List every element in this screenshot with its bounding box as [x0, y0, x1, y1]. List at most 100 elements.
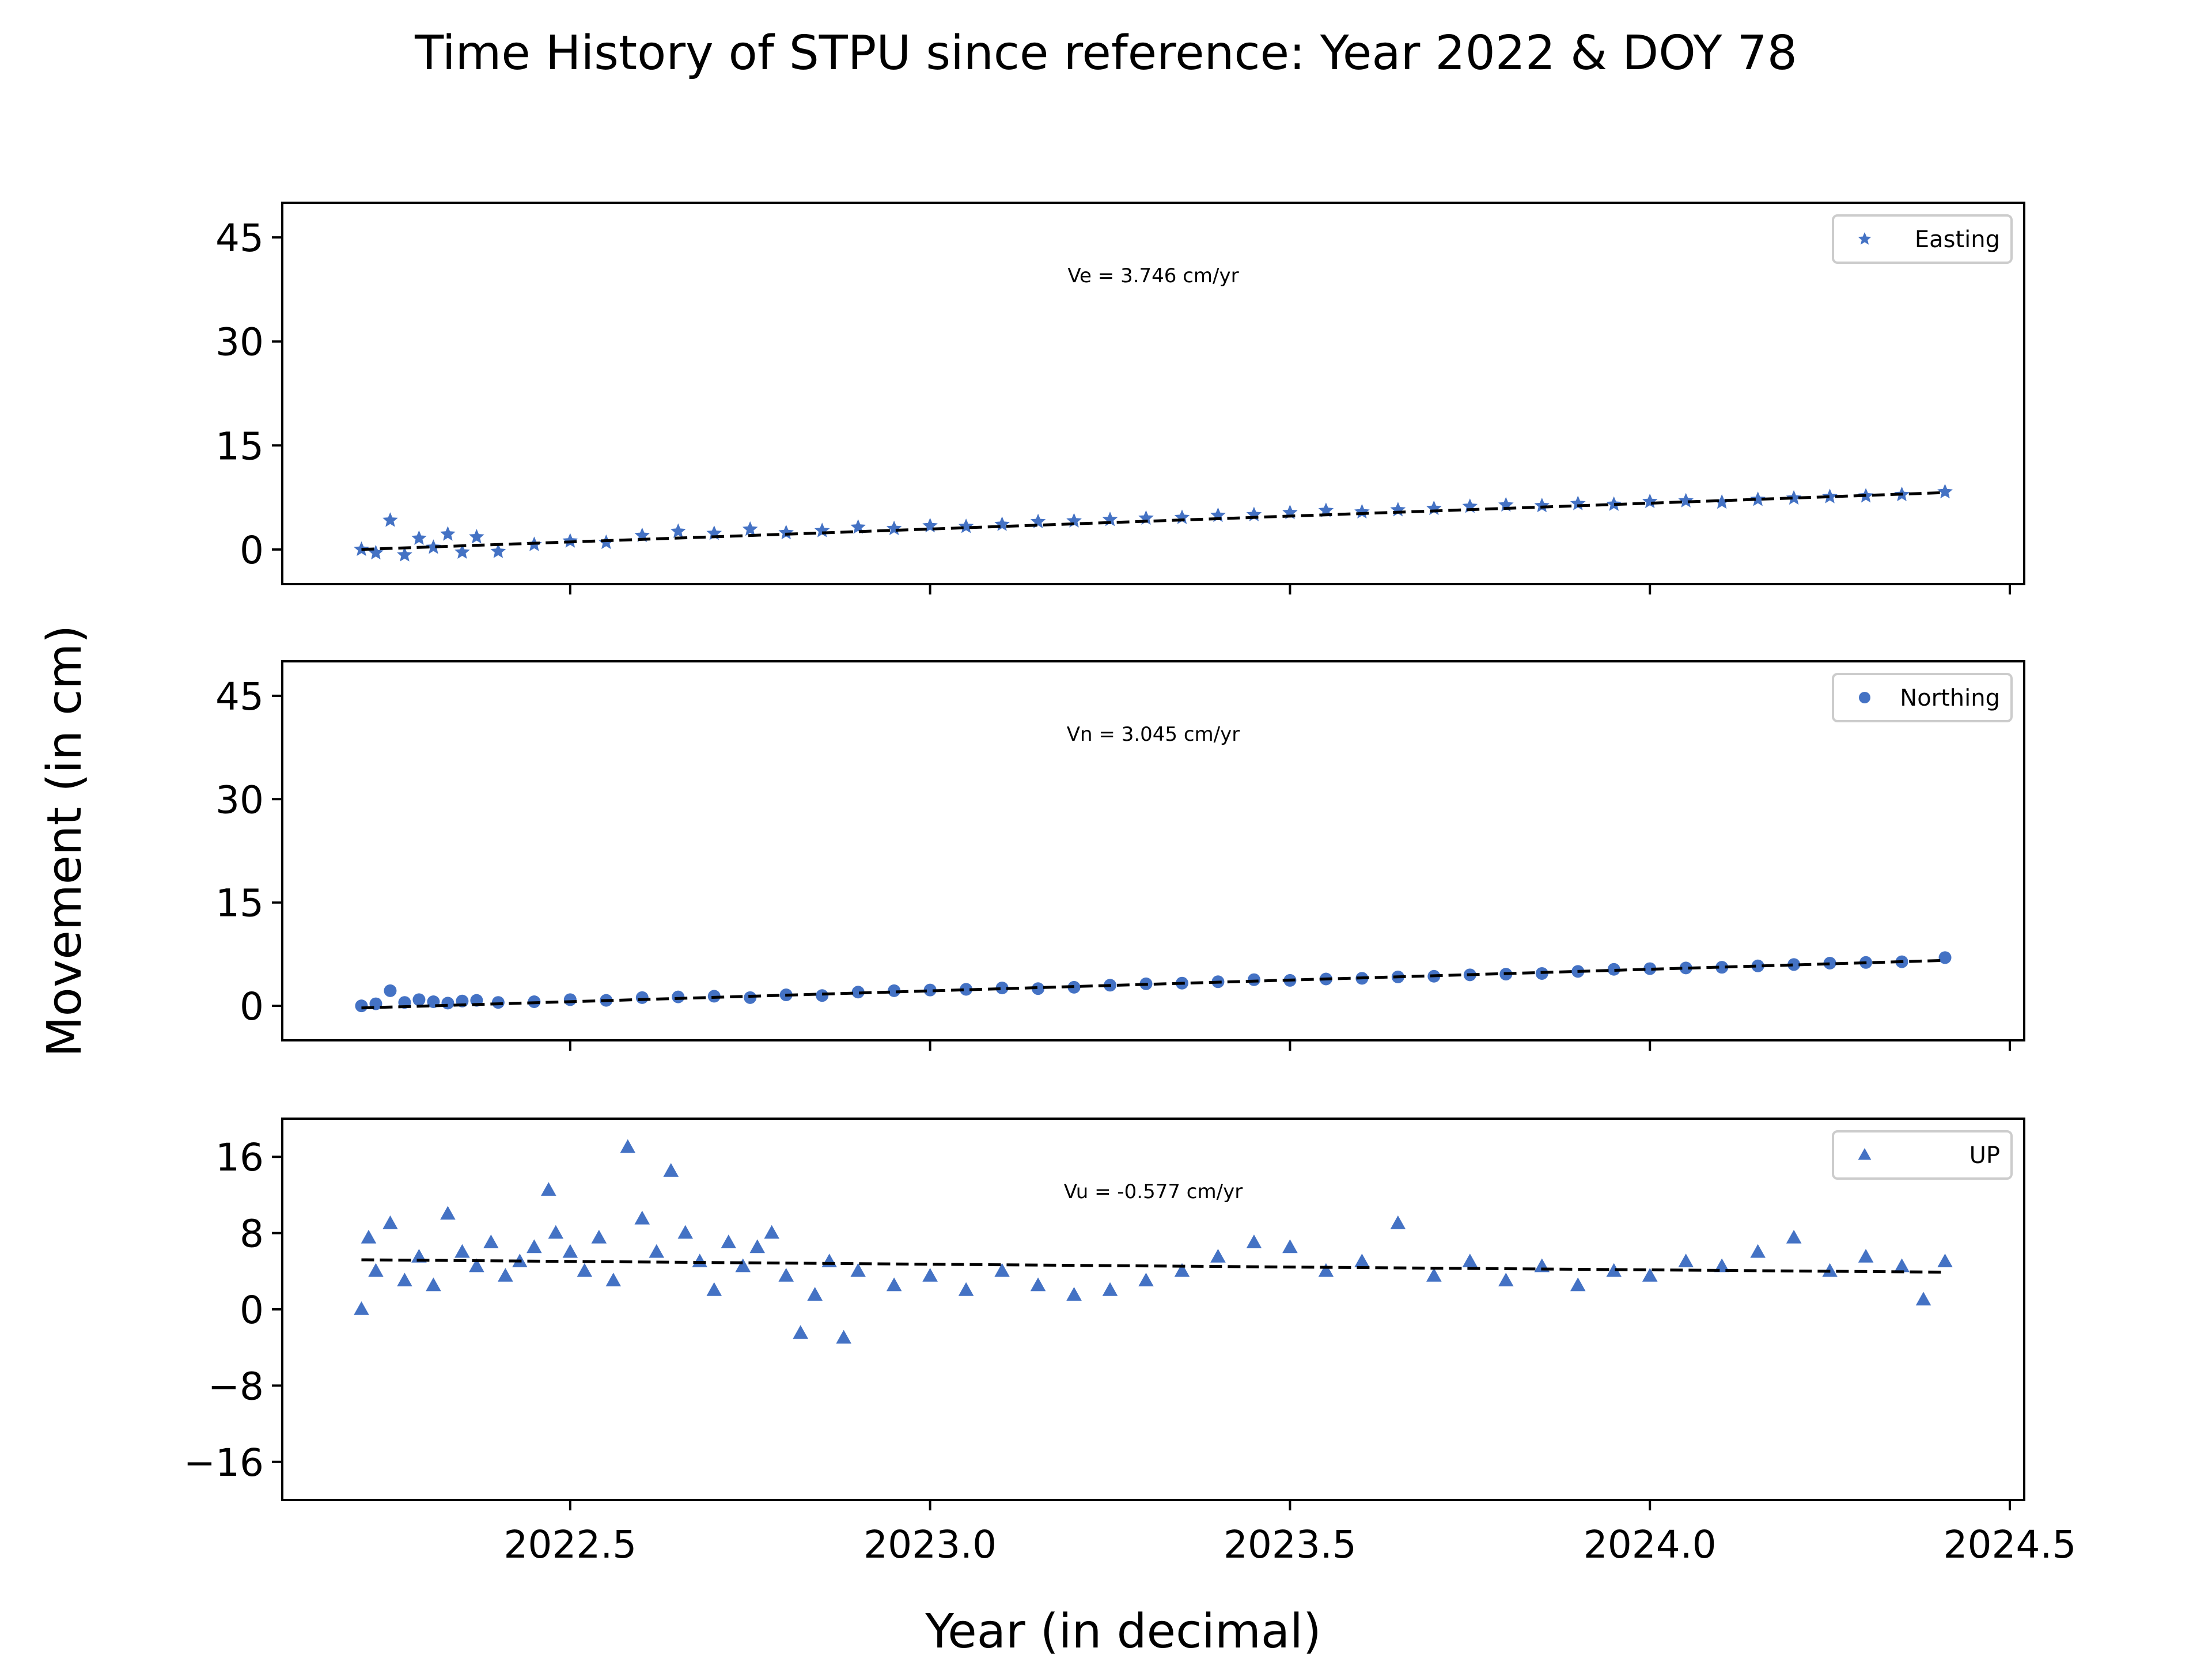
data-point [382, 1215, 398, 1229]
y-tick-label: 0 [240, 1288, 264, 1332]
data-point [1607, 963, 1620, 976]
panel-up: −16 −8 0 8 16 2022.5 2023.0 2023.5 2024.0 2024.5 V… [184, 1118, 2077, 1567]
data-point [490, 543, 506, 558]
data-point [1822, 488, 1838, 503]
data-point [1390, 502, 1406, 517]
data-point [672, 990, 685, 1003]
data-point [620, 1139, 636, 1153]
data-point [440, 526, 456, 541]
data-point [1894, 1258, 1910, 1272]
data-point [412, 993, 426, 1006]
data-point [1915, 1291, 1931, 1306]
x-tick-label: 2022.5 [503, 1522, 637, 1567]
y-tick-label: 45 [215, 216, 264, 260]
data-point [354, 1301, 369, 1315]
data-point [1642, 493, 1658, 509]
legend-marker [1858, 232, 1872, 245]
data-point [1534, 498, 1550, 513]
x-tick-label: 2023.5 [1224, 1522, 1357, 1567]
y-tick-label: 15 [215, 881, 264, 926]
data-point [1938, 951, 1952, 964]
data-point [994, 516, 1010, 531]
y-axis-label: Movement (in cm) [37, 625, 92, 1057]
figure-title: Time History of STPU since reference: Ye… [414, 26, 1797, 81]
data-point [995, 982, 1009, 995]
data-point [1937, 1253, 1953, 1268]
data-point [368, 1263, 384, 1277]
panel-easting: 0 15 30 45 Ve = 3.746 cm/yr Easting [215, 202, 2025, 594]
trend-line [361, 491, 1945, 551]
data-point [634, 1210, 650, 1225]
data-point [1570, 495, 1586, 510]
data-point [548, 1225, 564, 1239]
data-point [721, 1234, 737, 1248]
data-point [677, 1225, 694, 1239]
data-point [958, 1282, 974, 1296]
data-point [1937, 483, 1953, 499]
data-point [397, 1272, 412, 1287]
data-point [1642, 1268, 1658, 1282]
data-point [836, 1330, 851, 1344]
data-point [994, 1263, 1010, 1277]
data-point [454, 544, 470, 559]
data-point [562, 1244, 578, 1258]
data-point [749, 1239, 766, 1253]
data-point [1751, 959, 1764, 972]
panel-northing: 0 15 30 45 Vn = 3.045 cm/yr Northing [215, 660, 2025, 1051]
data-point [469, 1258, 484, 1272]
y-tick-label: 45 [215, 675, 264, 719]
data-point [577, 1263, 593, 1277]
data-point [541, 1182, 556, 1196]
data-point [1390, 1215, 1406, 1229]
data-point [671, 523, 686, 538]
y-tick-label: 16 [215, 1135, 264, 1180]
trend-line [361, 959, 1945, 1010]
data-point [382, 512, 398, 527]
legend-marker [1858, 1148, 1872, 1160]
y-tick-label: 0 [240, 984, 264, 1029]
velocity-annotation: Vn = 3.045 cm/yr [1067, 723, 1240, 746]
velocity-annotation: Ve = 3.746 cm/yr [1067, 264, 1238, 287]
data-point [886, 520, 902, 535]
data-point [1787, 958, 1801, 971]
data-point [1643, 962, 1657, 975]
data-point [888, 984, 901, 997]
legend: UP [1832, 1130, 2013, 1180]
data-point [1246, 506, 1262, 521]
data-point [635, 991, 649, 1004]
y-tick-label: 8 [240, 1212, 264, 1256]
data-point [922, 1268, 938, 1282]
data-point [1462, 1253, 1478, 1268]
data-point [498, 1268, 513, 1282]
data-point [426, 1277, 441, 1291]
data-point [1210, 1248, 1226, 1263]
data-point [1247, 973, 1260, 986]
data-point [742, 521, 758, 536]
data-point [793, 1325, 809, 1339]
legend: Northing [1832, 673, 2013, 722]
data-point [1786, 1229, 1802, 1244]
data-point [1102, 1282, 1118, 1296]
data-point [368, 544, 384, 560]
data-point [1318, 1263, 1334, 1277]
y-tick-label: 0 [240, 528, 264, 573]
data-point [1678, 1253, 1694, 1268]
data-point [1678, 493, 1694, 507]
data-point [1823, 957, 1836, 970]
data-point [1498, 1272, 1514, 1287]
plot-frame [281, 202, 2025, 585]
data-point [960, 983, 973, 996]
data-point [1606, 1263, 1622, 1277]
data-point [923, 983, 937, 997]
y-tick-label: 15 [215, 424, 264, 468]
legend-label: UP [1969, 1142, 2000, 1169]
x-tick-label: 2024.5 [1944, 1522, 2077, 1567]
y-tick-label: 30 [215, 778, 264, 822]
data-point [397, 547, 412, 562]
x-tick-label: 2024.0 [1584, 1522, 1717, 1567]
data-point [454, 1244, 470, 1258]
legend-label: Easting [1915, 226, 2000, 253]
legend-box [1832, 1130, 2013, 1180]
data-point [735, 1258, 751, 1272]
data-point [469, 529, 484, 544]
